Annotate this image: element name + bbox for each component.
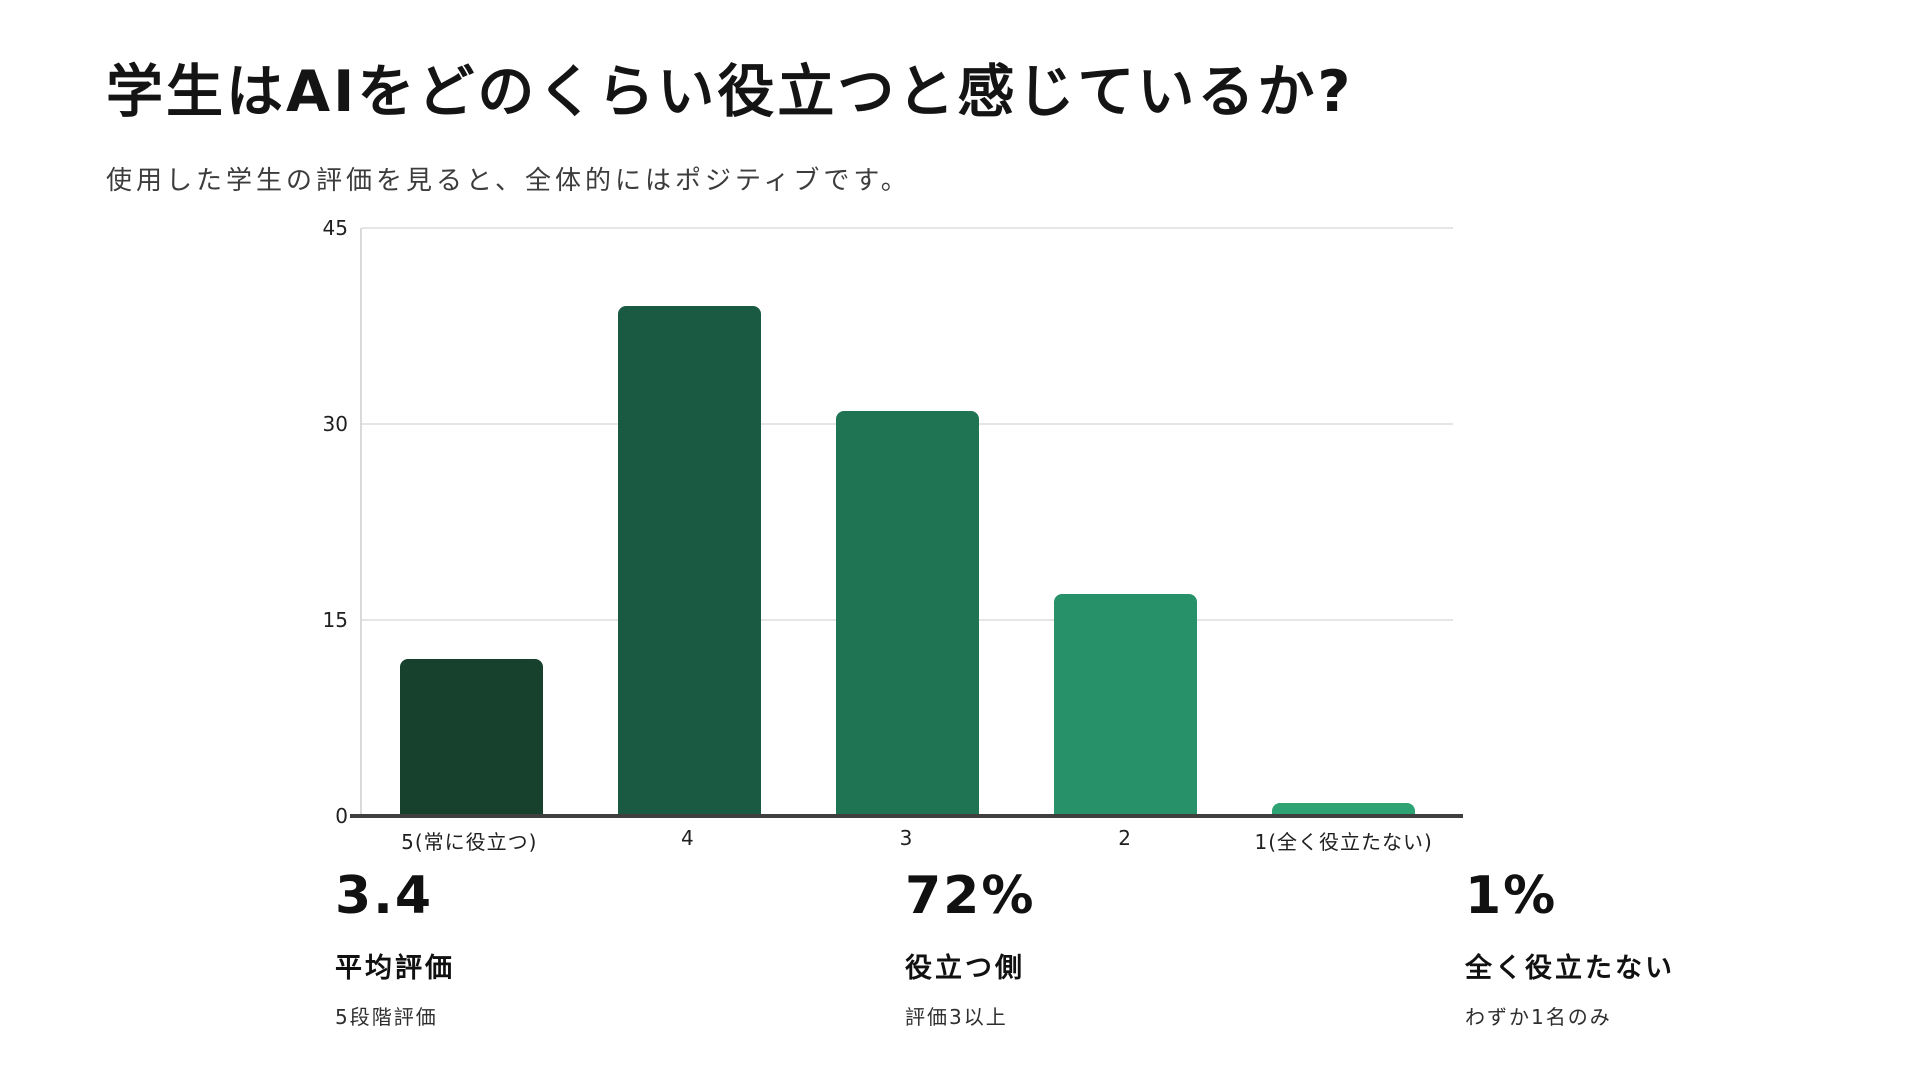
chart-bar-1 xyxy=(617,306,761,816)
x-axis-line xyxy=(350,814,1463,818)
x-tick-label-2: 3 xyxy=(899,826,914,850)
stat-label: 全く役立たない xyxy=(1465,953,1675,984)
stat-value: 1% xyxy=(1465,866,1558,926)
y-tick-label-0: 0 xyxy=(335,804,348,828)
stat-helpful-side: 72% 役立つ側 評価3以上 xyxy=(905,866,1035,1030)
bar-slot-2 xyxy=(798,228,1016,816)
bar-slot-1 xyxy=(580,228,798,816)
page-subtitle: 使用した学生の評価を見ると、全体的にはポジティブです。 xyxy=(106,166,911,196)
stat-sublabel: 5段階評価 xyxy=(335,1005,438,1029)
stat-sublabel: 評価3以上 xyxy=(905,1005,1008,1029)
stat-average-rating: 3.4 平均評価 5段階評価 xyxy=(335,866,455,1030)
y-tick-label-45: 45 xyxy=(322,216,348,240)
stat-not-helpful: 1% 全く役立たない わずか1名のみ xyxy=(1465,866,1675,1030)
bar-slot-0 xyxy=(362,228,580,816)
stat-value: 72% xyxy=(905,866,1036,926)
gridline-45 xyxy=(362,227,1453,229)
stat-sublabel: わずか1名のみ xyxy=(1465,1005,1612,1029)
stat-label: 役立つ側 xyxy=(905,953,1025,984)
stat-value: 3.4 xyxy=(335,866,434,926)
y-tick-label-30: 30 xyxy=(322,412,348,437)
bars xyxy=(362,228,1453,816)
x-tick-label-3: 2 xyxy=(1118,826,1132,850)
bar-slot-4 xyxy=(1235,228,1453,816)
x-axis-labels: 5(常に役立つ) 4 3 2 1(全く役立たない) xyxy=(360,826,1453,855)
stat-label: 平均評価 xyxy=(335,953,455,984)
chart-bar-0 xyxy=(399,659,543,816)
plot-area: 0 15 30 45 xyxy=(323,216,1463,828)
chart-bar-2 xyxy=(836,410,979,816)
x-tick-label-0: 5(常に役立つ) xyxy=(401,830,538,854)
x-tick-label-4: 1(全く役立たない) xyxy=(1254,830,1433,854)
chart-bar-3 xyxy=(1054,593,1198,816)
bar-slot-3 xyxy=(1017,228,1235,816)
x-tick-label-1: 4 xyxy=(681,826,695,850)
chart-bar-4 xyxy=(1272,802,1416,816)
y-tick-label-15: 15 xyxy=(322,608,348,633)
page-title: 学生はAIをどのくらい役立つと感じているか? xyxy=(106,59,1354,125)
